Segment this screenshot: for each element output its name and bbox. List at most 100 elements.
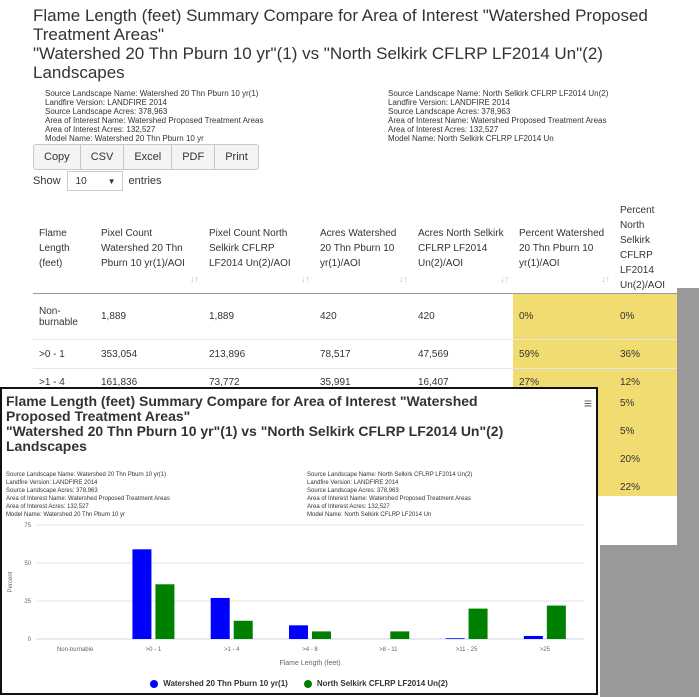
bar-series-1 (132, 549, 152, 639)
y-tick-label: 50 (24, 561, 31, 567)
show-label: Show (33, 175, 61, 187)
cell-pixel1: 353,054 (95, 339, 203, 369)
y-tick-label: 25 (24, 599, 31, 605)
x-tick-label: >8 - 11 (379, 647, 398, 653)
entries-select[interactable]: 10 ▼ (66, 171, 123, 191)
chart-title: Flame Length (feet) Summary Compare for … (6, 394, 576, 454)
bar-series-2 (546, 605, 566, 639)
x-tick-label: >25 (540, 647, 551, 653)
meta-source-landscape: Source Landscape Name: North Selkirk CFL… (307, 472, 473, 478)
x-tick-label: >0 - 1 (146, 647, 162, 653)
hidden-percent-column: 5% 5% 20% 22% (589, 388, 677, 496)
entries-select-value: 10 (75, 175, 87, 187)
x-axis-label: Flame Length (feet) (279, 660, 340, 667)
bar-series-1 (210, 597, 230, 639)
legend-item-series-2[interactable]: North Selkirk CFLRP LF2014 Un(2) (303, 679, 448, 688)
cell-pixel2: 1,889 (203, 293, 314, 340)
cell-pct1: 0% (513, 293, 614, 340)
meta-model-name: Model Name: North Selkirk CFLRP LF2014 U… (388, 134, 554, 143)
meta-source-landscape: Source Landscape Name: Watershed 20 Thn … (45, 89, 259, 98)
meta-aoi-name: Area of Interest Name: Watershed Propose… (45, 116, 264, 125)
chart-title-line: "Watershed 20 Thn Pburn 10 yr"(1) vs "No… (6, 423, 504, 439)
bar-series-1 (523, 635, 543, 639)
cell-flame: Non-burnable (33, 293, 95, 340)
csv-button[interactable]: CSV (79, 144, 125, 170)
bar-series-2 (233, 620, 253, 639)
sort-icon: ↓↑ (601, 274, 610, 284)
chart-title-line: Proposed Treatment Areas" (6, 408, 191, 424)
cell-pct2: 36% (614, 339, 678, 369)
page-title-line: Flame Length (feet) Summary Compare for … (33, 6, 648, 25)
page-title-line: Treatment Areas" (33, 25, 165, 44)
meta-source-acres: Source Landscape Acres: 378,963 (307, 488, 399, 494)
column-header-percent-1[interactable]: Percent Watershed 20 Thn Pburn 10 yr(1)/… (513, 203, 614, 294)
cell-flame: >0 - 1 (33, 339, 95, 369)
meta-model-name: Model Name: North Selkirk CFLRP LF2014 U… (307, 512, 432, 518)
meta-aoi-name: Area of Interest Name: Watershed Propose… (6, 496, 170, 502)
page-title: Flame Length (feet) Summary Compare for … (33, 6, 693, 82)
cell-acres2: 420 (412, 293, 513, 340)
caret-down-icon: ▼ (107, 176, 116, 186)
cell-acres1: 78,517 (314, 339, 412, 369)
meta-aoi-acres: Area of Interest Acres: 132,527 (45, 125, 156, 134)
legend-item-series-1[interactable]: Watershed 20 Thn Pburn 10 yr(1) (150, 679, 288, 688)
entries-length-control: Show 10 ▼ entries (33, 171, 162, 191)
flame-length-table: Flame Length (feet) Pixel Count Watershe… (33, 203, 678, 396)
column-header-acres-2[interactable]: Acres North Selkirk CFLRP LF2014 Un(2)/A… (412, 203, 513, 294)
meta-aoi-name: Area of Interest Name: Watershed Propose… (307, 496, 471, 502)
table-row: >0 - 1 353,054 213,896 78,517 47,569 59%… (33, 339, 678, 369)
column-header-pixel-count-1[interactable]: Pixel Count Watershed 20 Thn Pburn 10 yr… (95, 203, 203, 294)
x-tick-label: >11 - 25 (456, 647, 478, 653)
x-tick-label: >4 - 8 (302, 647, 318, 653)
bar-series-2 (390, 631, 410, 639)
cell-pixel2: 213,896 (203, 339, 314, 369)
chart-meta-right: Source Landscape Name: North Selkirk CFL… (307, 471, 472, 519)
cell-pixel1: 1,889 (95, 293, 203, 340)
meta-model-name: Model Name: Watershed 20 Thn Pburn 10 yr (6, 512, 126, 518)
sort-icon: ↓↑ (399, 274, 408, 284)
y-tick-label: 75 (24, 523, 31, 529)
meta-model-name: Model Name: Watershed 20 Thn Pburn 10 yr (45, 134, 204, 143)
column-header-percent-2[interactable]: Percent North Selkirk CFLRP LF2014 Un(2)… (614, 203, 678, 294)
export-button-group: Copy CSV Excel PDF Print (33, 144, 259, 170)
chart-title-line: Landscapes (6, 438, 87, 454)
x-tick-label: >1 - 4 (224, 647, 240, 653)
bar-series-2 (155, 584, 175, 639)
table-header-row: Flame Length (feet) Pixel Count Watershe… (33, 203, 678, 294)
meta-aoi-name: Area of Interest Name: Watershed Propose… (388, 116, 607, 125)
sort-icon: ↓↑ (500, 274, 509, 284)
hidden-percent-cell: 5% (620, 426, 635, 437)
legend-dot-icon (150, 679, 159, 688)
meta-source-acres: Source Landscape Acres: 378,963 (45, 107, 168, 116)
sort-icon: ↓↑ (301, 274, 310, 284)
meta-right: Source Landscape Name: North Selkirk CFL… (388, 89, 608, 143)
column-header-flame-length[interactable]: Flame Length (feet) (33, 203, 95, 294)
cell-pct1: 59% (513, 339, 614, 369)
cell-acres2: 47,569 (412, 339, 513, 369)
excel-button[interactable]: Excel (123, 144, 173, 170)
column-header-pixel-count-2[interactable]: Pixel Count North Selkirk CFLRP LF2014 U… (203, 203, 314, 294)
cell-acres1: 420 (314, 293, 412, 340)
gray-background-panel (600, 545, 699, 697)
chart-title-line: Flame Length (feet) Summary Compare for … (6, 393, 478, 409)
meta-source-acres: Source Landscape Acres: 378,963 (388, 107, 511, 116)
bar-series-1 (289, 625, 308, 639)
meta-landfire-version: Landfire Version: LANDFIRE 2014 (6, 480, 98, 486)
bar-series-2 (312, 631, 331, 639)
meta-landfire-version: Landfire Version: LANDFIRE 2014 (388, 98, 510, 107)
page-title-line: "Watershed 20 Thn Pburn 10 yr"(1) vs "No… (33, 44, 603, 63)
pdf-button[interactable]: PDF (171, 144, 216, 170)
table-row: Non-burnable 1,889 1,889 420 420 0% 0% (33, 293, 678, 340)
hidden-percent-cell: 5% (620, 398, 635, 409)
bar-chart: 0 25 50 75 Percent Non-burnable >0 - 1 >1 - 4 >4… (8, 523, 584, 667)
print-button[interactable]: Print (214, 144, 259, 170)
copy-button[interactable]: Copy (33, 144, 81, 170)
meta-source-acres: Source Landscape Acres: 378,963 (6, 488, 98, 494)
page-title-line: Landscapes (33, 63, 125, 82)
meta-aoi-acres: Area of Interest Acres: 132,527 (6, 504, 89, 510)
cell-pct2: 0% (614, 293, 678, 340)
hamburger-menu-icon[interactable]: ≡ (583, 395, 592, 411)
column-header-acres-1[interactable]: Acres Watershed 20 Thn Pburn 10 yr(1)/AO… (314, 203, 412, 294)
meta-source-landscape: Source Landscape Name: Watershed 20 Thn … (6, 472, 167, 478)
legend-label: Watershed 20 Thn Pburn 10 yr(1) (163, 679, 288, 688)
